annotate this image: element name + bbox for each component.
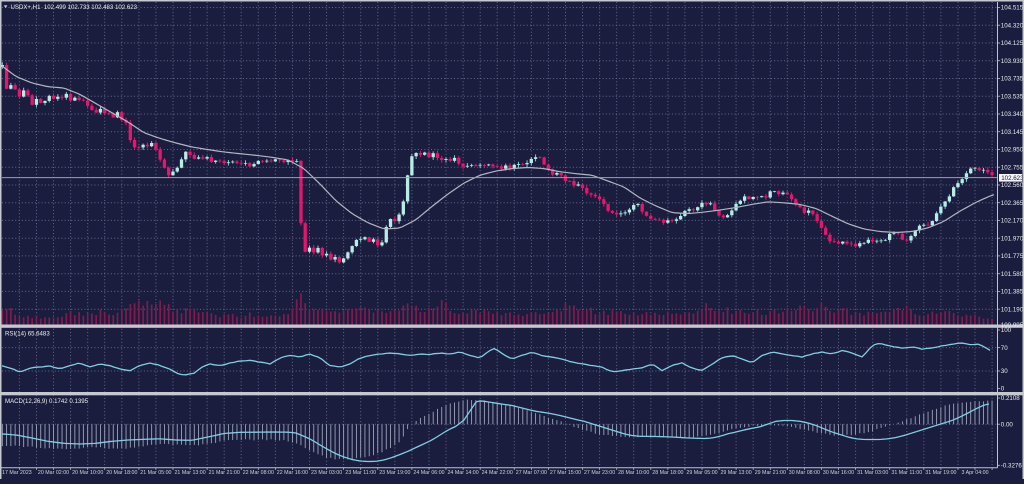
svg-text:28 Mar 18:00: 28 Mar 18:00 — [652, 470, 683, 476]
svg-text:29 Mar 05:00: 29 Mar 05:00 — [686, 470, 717, 476]
svg-text:102.365: 102.365 — [1001, 200, 1024, 207]
svg-text:27 Mar 23:00: 27 Mar 23:00 — [584, 470, 615, 476]
svg-text:24 Mar 06:00: 24 Mar 06:00 — [413, 470, 444, 476]
svg-text:21 Mar 21:00: 21 Mar 21:00 — [209, 470, 240, 476]
svg-text:103.145: 103.145 — [1001, 129, 1024, 136]
svg-text:29 Mar 21:00: 29 Mar 21:00 — [755, 470, 786, 476]
svg-text:27 Mar 07:00: 27 Mar 07:00 — [516, 470, 547, 476]
svg-text:102.755: 102.755 — [1001, 164, 1024, 171]
svg-text:102.170: 102.170 — [1001, 218, 1024, 225]
svg-text:23 Mar 19:00: 23 Mar 19:00 — [379, 470, 410, 476]
svg-text:103.340: 103.340 — [1001, 111, 1024, 118]
svg-text:17 Mar 2023: 17 Mar 2023 — [2, 470, 32, 476]
svg-text:28 Mar 10:00: 28 Mar 10:00 — [618, 470, 649, 476]
svg-text:101.385: 101.385 — [1001, 289, 1024, 296]
svg-text:-0.3276: -0.3276 — [1001, 463, 1023, 470]
svg-text:101.190: 101.190 — [1001, 306, 1024, 313]
svg-text:21 Mar 13:00: 21 Mar 13:00 — [174, 470, 205, 476]
svg-text:101.775: 101.775 — [1001, 253, 1024, 260]
svg-text:0: 0 — [1001, 386, 1005, 393]
svg-text:31 Mar 03:00: 31 Mar 03:00 — [857, 470, 888, 476]
svg-text:101.580: 101.580 — [1001, 271, 1024, 278]
svg-text:104.515: 104.515 — [1001, 5, 1024, 12]
svg-text:102.950: 102.950 — [1001, 147, 1024, 154]
svg-text:103.735: 103.735 — [1001, 76, 1024, 83]
svg-text:0.00: 0.00 — [1001, 421, 1014, 428]
svg-text:104.320: 104.320 — [1001, 22, 1024, 29]
svg-text:102.623: 102.623 — [1001, 175, 1024, 182]
svg-text:101.970: 101.970 — [1001, 235, 1024, 242]
svg-text:103.930: 103.930 — [1001, 58, 1024, 65]
svg-text:30 Mar 08:00: 30 Mar 08:00 — [789, 470, 820, 476]
svg-text:20 Mar 02:00: 20 Mar 02:00 — [38, 470, 69, 476]
svg-text:20 Mar 18:00: 20 Mar 18:00 — [106, 470, 137, 476]
svg-text:20 Mar 10:00: 20 Mar 10:00 — [72, 470, 103, 476]
svg-text:MACD(12,26,9) 0.1742 0.1395: MACD(12,26,9) 0.1742 0.1395 — [5, 398, 89, 405]
svg-text:23 Mar 11:00: 23 Mar 11:00 — [345, 470, 376, 476]
svg-text:100: 100 — [1001, 327, 1012, 334]
svg-text:102.560: 102.560 — [1001, 182, 1024, 189]
svg-text:0.2108: 0.2108 — [1001, 395, 1020, 402]
svg-text:RSI(14) 65.6483: RSI(14) 65.6483 — [5, 331, 50, 338]
svg-text:22 Mar 08:00: 22 Mar 08:00 — [243, 470, 274, 476]
svg-text:103.535: 103.535 — [1001, 93, 1024, 100]
svg-text:70: 70 — [1001, 345, 1008, 352]
svg-text:24 Mar 22:00: 24 Mar 22:00 — [482, 470, 513, 476]
svg-text:24 Mar 14:00: 24 Mar 14:00 — [447, 470, 478, 476]
svg-text:31 Mar 19:00: 31 Mar 19:00 — [925, 470, 956, 476]
svg-text:104.125: 104.125 — [1001, 40, 1024, 47]
svg-text:31 Mar 11:00: 31 Mar 11:00 — [891, 470, 922, 476]
svg-text:27 Mar 15:00: 27 Mar 15:00 — [550, 470, 581, 476]
svg-text:30: 30 — [1001, 368, 1008, 375]
svg-text:USDX+,H1 102.499 102.733 102.: USDX+,H1 102.499 102.733 102.483 102.623 — [11, 4, 138, 11]
svg-text:22 Mar 16:00: 22 Mar 16:00 — [277, 470, 308, 476]
svg-text:3 Apr 04:00: 3 Apr 04:00 — [961, 470, 988, 476]
svg-text:29 Mar 13:00: 29 Mar 13:00 — [720, 470, 751, 476]
svg-text:30 Mar 16:00: 30 Mar 16:00 — [823, 470, 854, 476]
svg-text:23 Mar 03:00: 23 Mar 03:00 — [311, 470, 342, 476]
svg-text:21 Mar 05:00: 21 Mar 05:00 — [140, 470, 171, 476]
